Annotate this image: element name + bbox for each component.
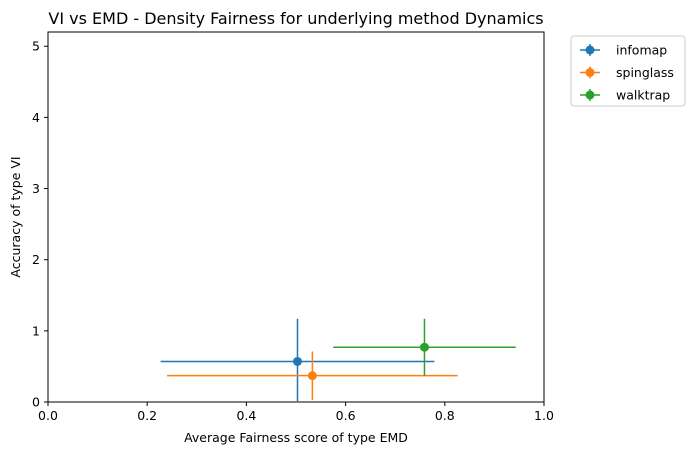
- legend-marker-dot: [585, 45, 595, 55]
- x-tick-label: 0.2: [137, 408, 157, 423]
- legend: infomap spinglass walktrap: [570, 35, 686, 107]
- legend-label: walktrap: [616, 88, 670, 103]
- x-tick-label: 0.6: [336, 408, 356, 423]
- series-infomap: [160, 318, 435, 402]
- x-tick-label: 0.0: [38, 408, 58, 423]
- series-walktrap: [333, 318, 516, 376]
- y-tick-label: 1: [32, 323, 40, 338]
- y-tick-label: 3: [32, 181, 40, 196]
- legend-marker-dot: [585, 90, 595, 100]
- data-point: [307, 371, 317, 381]
- x-axis-label: Average Fairness score of type EMD: [184, 430, 408, 445]
- plot-frame: [47, 31, 545, 403]
- legend-item-spinglass: spinglass: [580, 65, 674, 80]
- legend-item-walktrap: walktrap: [580, 88, 670, 103]
- legend-label: spinglass: [616, 65, 674, 80]
- data-point: [292, 356, 302, 366]
- series-layer: [160, 318, 516, 402]
- x-axis-ticks: 0.0 0.2 0.4 0.6 0.8 1.0: [38, 402, 554, 423]
- x-tick-label: 1.0: [534, 408, 554, 423]
- y-tick-label: 5: [32, 39, 40, 54]
- x-tick-label: 0.8: [435, 408, 455, 423]
- legend-frame: [570, 35, 686, 107]
- data-point: [419, 342, 429, 352]
- y-axis-ticks: 0 1 2 3 4 5: [32, 39, 48, 410]
- y-tick-label: 2: [32, 252, 40, 267]
- legend-item-infomap: infomap: [580, 43, 667, 58]
- series-spinglass: [167, 351, 458, 400]
- x-tick-label: 0.4: [236, 408, 256, 423]
- chart-title: VI vs EMD - Density Fairness for underly…: [48, 9, 543, 28]
- y-axis-label: Accuracy of type VI: [8, 156, 23, 277]
- plot-area: [47, 31, 545, 403]
- legend-marker-dot: [585, 68, 595, 77]
- legend-label: infomap: [616, 43, 667, 58]
- y-tick-label: 4: [32, 110, 40, 125]
- y-tick-label: 0: [32, 395, 40, 410]
